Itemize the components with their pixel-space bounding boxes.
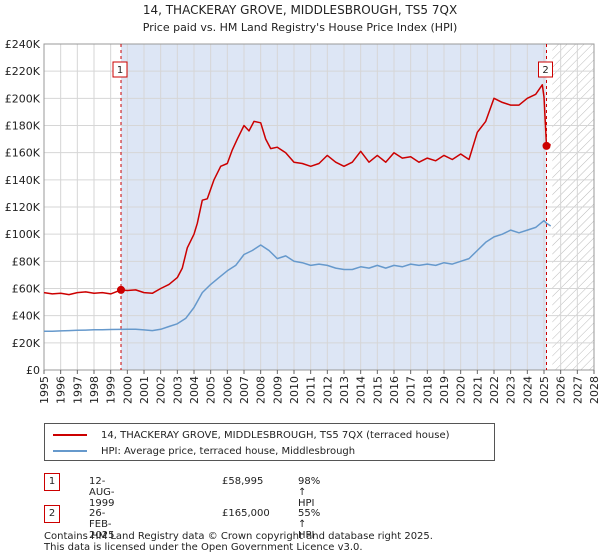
x-tick-label: 2020 [455,376,468,404]
x-tick-label: 2026 [555,376,568,404]
x-tick-label: 1999 [105,376,118,404]
transaction-date: 12-AUG-1999 [89,476,115,509]
y-tick-label: £60K [12,283,41,296]
x-tick-label: 2007 [238,376,251,404]
x-tick-label: 2024 [521,376,534,404]
x-tick-label: 2018 [421,376,434,404]
sale-point [117,285,125,294]
legend-item-property: 14, THACKERAY GROVE, MIDDLESBROUGH, TS5 … [53,427,450,443]
x-tick-label: 2023 [505,376,518,404]
attribution-footer: Contains HM Land Registry data © Crown c… [44,531,433,553]
marker-badge-label: 2 [542,65,548,76]
x-tick-label: 2009 [271,376,284,404]
y-tick-label: £160K [5,147,41,160]
property-series-line [43,84,551,296]
y-tick-label: £220K [5,65,41,78]
x-tick-label: 2002 [155,376,168,404]
x-tick-label: 2000 [121,376,134,404]
chart-legend: 14, THACKERAY GROVE, MIDDLESBROUGH, TS5 … [44,423,495,461]
x-tick-label: 2019 [438,376,451,404]
x-tick-label: 1998 [88,376,101,404]
x-tick-label: 2012 [321,376,334,404]
x-tick-label: 2021 [471,376,484,404]
x-tick-label: 2001 [138,376,151,404]
transaction-hpi-change: 98% ↑ HPI [298,476,321,509]
x-tick-label: 2003 [171,376,184,404]
x-tick-label: 2027 [571,376,584,404]
transaction-marker-badge: 1 [44,473,60,491]
x-tick-label: 2022 [488,376,501,404]
y-tick-label: £0 [26,364,40,377]
x-tick-label: 2028 [588,376,600,404]
x-tick-label: 2004 [188,376,201,404]
x-tick-label: 2015 [371,376,384,404]
attribution-line: Contains HM Land Registry data © Crown c… [44,531,433,542]
x-tick-label: 2016 [388,376,401,404]
x-tick-label: 2017 [405,376,418,404]
chart-subtitle: Price paid vs. HM Land Registry's House … [143,21,458,34]
y-tick-label: £180K [5,120,41,133]
transaction-price: £58,995 [222,476,264,487]
y-tick-label: £200K [5,92,41,105]
transaction-hpi-change: 55% ↑ HPI [298,508,321,541]
x-tick-label: 2011 [305,376,318,404]
price-chart: 14, THACKERAY GROVE, MIDDLESBROUGH, TS5 … [5,3,600,404]
x-tick-label: 2005 [205,376,218,404]
x-tick-label: 2025 [538,376,551,404]
x-tick-label: 1997 [71,376,84,404]
y-tick-label: £140K [5,174,41,187]
transaction-price: £165,000 [222,508,270,519]
license-line: This data is licensed under the Open Gov… [44,542,363,553]
legend-swatch-property [53,434,87,436]
legend-label-hpi: HPI: Average price, terraced house, Midd… [101,445,356,457]
y-tick-label: £40K [12,310,41,323]
y-tick-label: £100K [5,228,41,241]
transaction-date: 26-FEB-2025 [89,508,115,541]
x-tick-label: 1996 [55,376,68,404]
marker-badge [538,61,553,78]
legend-item-hpi: HPI: Average price, terraced house, Midd… [53,443,355,459]
legend-swatch-hpi [53,450,87,452]
plot-frame [43,43,595,371]
marker-badge-label: 1 [117,65,123,76]
sale-point [542,141,551,150]
x-tick-label: 2010 [288,376,301,404]
x-tick-label: 2008 [255,376,268,404]
y-tick-label: £20K [12,337,41,350]
marker-badge [112,61,128,78]
x-tick-label: 2014 [355,376,368,404]
y-tick-label: £80K [12,255,41,268]
x-tick-label: 2013 [338,376,351,404]
y-tick-label: £240K [5,38,41,51]
transaction-marker-badge: 2 [44,505,60,523]
x-tick-label: 1995 [38,376,51,404]
hpi-series-line [44,219,552,333]
chart-title: 14, THACKERAY GROVE, MIDDLESBROUGH, TS5 … [143,3,457,17]
x-tick-label: 2006 [221,376,234,404]
y-tick-label: £120K [5,201,41,214]
legend-label-property: 14, THACKERAY GROVE, MIDDLESBROUGH, TS5 … [101,429,450,441]
